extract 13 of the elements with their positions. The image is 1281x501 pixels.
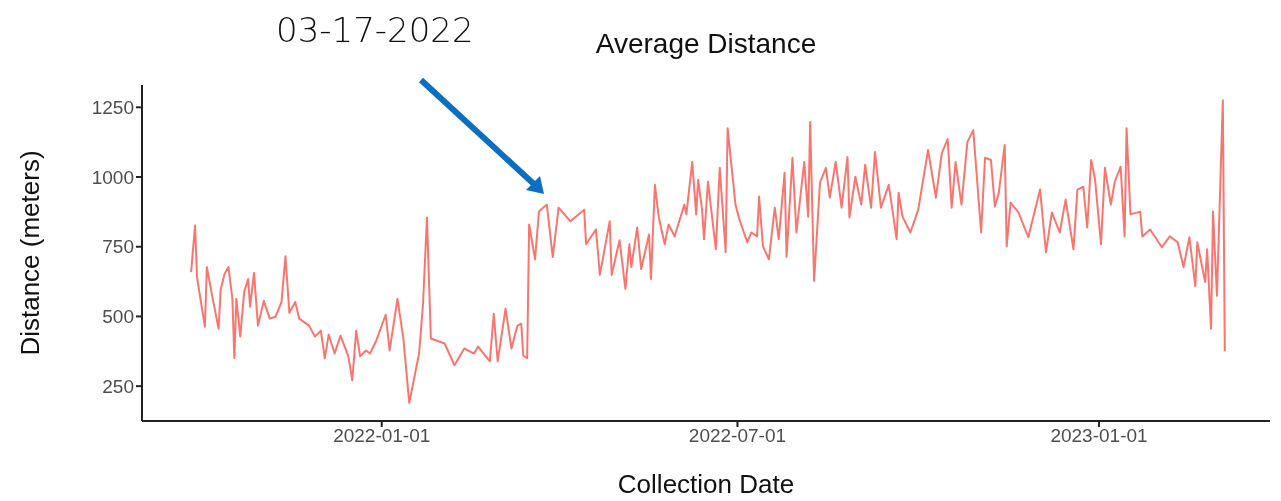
x-tick-label: 2022-01-01 (333, 425, 431, 447)
x-tick-label: 2023-01-01 (1050, 425, 1148, 447)
chart-title: Average Distance (595, 28, 817, 59)
text: 03-17-2022 (276, 10, 474, 50)
y-axis-title: Distance (meters) (15, 150, 46, 356)
y-tick-label: 1000 (91, 166, 134, 188)
x-axis-title: Collection Date (617, 469, 795, 499)
y-tick-label: 500 (102, 306, 134, 328)
y-tick-label: 750 (102, 236, 134, 258)
y-tick-label: 250 (102, 375, 134, 397)
y-tick-label: 1250 (91, 97, 134, 119)
x-tick-label: 2022-07-01 (688, 425, 787, 447)
line-series (190, 99, 1226, 404)
